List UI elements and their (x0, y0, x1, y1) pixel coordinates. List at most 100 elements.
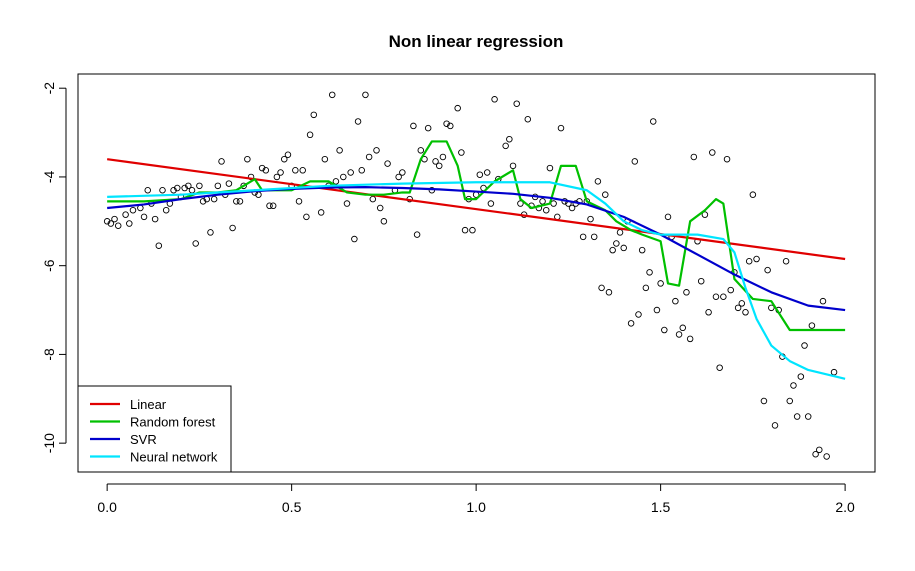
data-point (332, 178, 340, 185)
data-point (236, 198, 244, 205)
data-point (299, 167, 306, 174)
data-point (107, 220, 115, 227)
data-point (509, 162, 517, 170)
data-point (605, 289, 613, 296)
data-point (458, 149, 465, 156)
data-point (709, 149, 716, 156)
x-tick-label: 1.0 (466, 499, 486, 515)
data-point (513, 100, 520, 107)
data-point (417, 147, 425, 154)
data-point (281, 155, 288, 163)
data-point (155, 242, 163, 249)
data-point (661, 326, 668, 334)
data-point (196, 182, 203, 190)
data-point (786, 397, 794, 405)
data-point (812, 451, 819, 458)
data-point (745, 257, 753, 265)
data-point (303, 213, 310, 221)
data-point (229, 224, 236, 232)
data-point (347, 169, 354, 176)
data-point (181, 184, 188, 192)
data-point (162, 206, 170, 214)
data-point (358, 167, 365, 174)
data-point (642, 284, 650, 292)
data-point (210, 195, 218, 203)
data-point (343, 200, 351, 207)
data-point (653, 306, 661, 314)
data-point (768, 304, 775, 312)
data-point (734, 304, 742, 312)
data-point (199, 198, 207, 205)
data-point (266, 202, 273, 210)
data-point (539, 198, 546, 205)
data-point (233, 198, 240, 205)
data-point (664, 213, 672, 221)
data-point (627, 320, 635, 327)
data-point (742, 309, 749, 316)
data-point (435, 162, 443, 170)
data-point (384, 160, 391, 167)
data-point (801, 342, 808, 349)
data-point (657, 280, 664, 287)
data-point (568, 204, 576, 212)
data-point (310, 111, 318, 119)
data-point (273, 173, 281, 181)
y-tick-label: -6 (41, 259, 57, 272)
data-point (638, 246, 646, 254)
data-point (491, 96, 498, 103)
data-point (410, 122, 417, 130)
data-point (620, 244, 627, 252)
data-point (240, 182, 247, 190)
data-point (483, 169, 491, 176)
data-point (502, 142, 509, 150)
legend-label: Random forest (130, 415, 216, 430)
data-point (727, 286, 734, 294)
data-point (542, 206, 550, 214)
data-point (114, 222, 122, 229)
data-point (487, 200, 495, 207)
data-point (524, 116, 532, 123)
y-tick-label: -10 (41, 433, 57, 453)
data-point (609, 246, 616, 254)
data-point (469, 226, 476, 234)
data-point (816, 446, 823, 454)
data-point (557, 124, 565, 132)
data-point (760, 397, 768, 405)
data-point (424, 124, 432, 132)
data-point (328, 91, 336, 99)
data-point (269, 202, 277, 210)
x-tick-label: 1.5 (651, 499, 671, 515)
data-point (476, 171, 484, 178)
plot-box (77, 73, 876, 473)
data-point (207, 229, 214, 236)
data-point (690, 153, 698, 161)
data-point (517, 200, 524, 207)
data-point (804, 413, 812, 420)
data-point (439, 153, 447, 161)
data-point (602, 191, 609, 198)
legend-label: Linear (130, 397, 167, 412)
data-point (447, 122, 454, 130)
data-point (646, 269, 653, 276)
x-tick-label: 2.0 (835, 499, 855, 515)
y-tick-label: -4 (41, 171, 57, 184)
data-point (697, 277, 705, 285)
data-point (613, 240, 620, 247)
data-point (720, 293, 727, 300)
data-point (218, 158, 225, 165)
data-point (454, 104, 461, 112)
data-point (712, 293, 720, 300)
data-point (686, 335, 694, 343)
data-point (225, 180, 233, 187)
data-point (579, 233, 587, 241)
data-point (144, 186, 151, 194)
data-point (336, 147, 343, 154)
data-point (705, 309, 712, 316)
data-point (340, 173, 347, 181)
y-tick-label: -8 (41, 348, 57, 361)
data-point (461, 226, 469, 234)
data-point (790, 382, 797, 389)
data-point (295, 198, 303, 205)
regression-line (107, 158, 846, 261)
